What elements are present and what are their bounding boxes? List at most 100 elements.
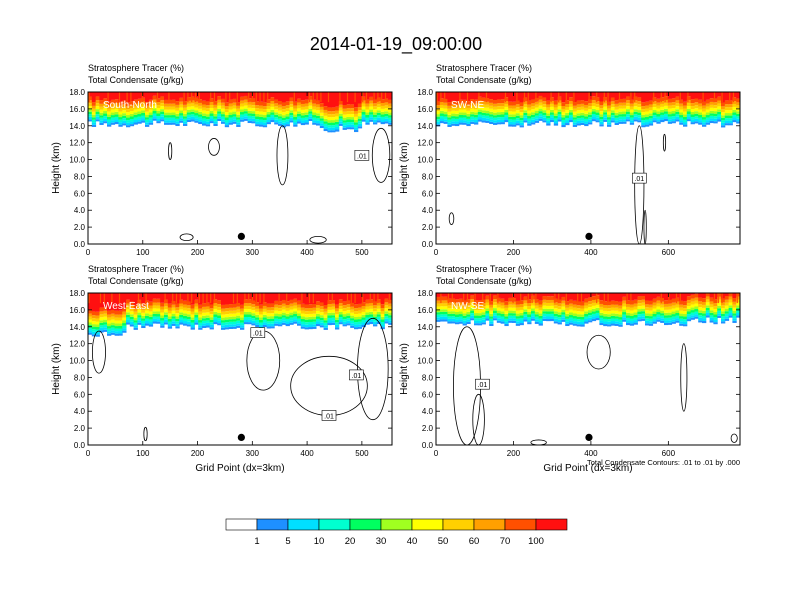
colorbar-swatch-9 (504, 518, 537, 531)
tracer-band-10 (327, 293, 332, 301)
tracer-band-10 (342, 293, 347, 302)
tracer-band-8 (515, 304, 521, 308)
tracer-band-5 (546, 308, 551, 312)
tracer-band-5 (297, 111, 302, 114)
tracer-band-6 (342, 114, 347, 118)
tracer-band-7 (531, 106, 536, 110)
tracer-band-7 (293, 305, 298, 309)
tracer-streak (365, 92, 368, 103)
tracer-band-5 (462, 112, 467, 116)
tracer-band-4 (183, 315, 188, 319)
tracer-band-9 (99, 100, 104, 104)
tracer-band-6 (534, 308, 540, 312)
tracer-band-8 (297, 102, 302, 106)
tracer-band-10 (572, 293, 578, 301)
tracer-band-3 (713, 317, 718, 320)
tracer-band-8 (141, 306, 146, 310)
tracer-band-5 (645, 114, 650, 117)
tracer-band-7 (481, 306, 486, 310)
tracer-band-10 (152, 293, 157, 299)
tracer-band-8 (376, 101, 382, 105)
tracer-band-5 (281, 312, 287, 316)
tracer-band-10 (354, 92, 359, 108)
tracer-band-1 (713, 121, 718, 124)
tracer-band-1 (194, 120, 199, 123)
tracer-band-8 (622, 300, 627, 304)
tracer-band-7 (236, 309, 241, 313)
tracer-band-3 (217, 318, 222, 321)
tracer-band-1 (645, 124, 650, 127)
tracer-band-6 (240, 106, 245, 110)
tracer-band-8 (561, 105, 566, 109)
tracer-band-6 (274, 109, 279, 113)
tracer-band-9 (591, 296, 597, 300)
tracer-band-8 (648, 304, 654, 308)
tracer-band-1 (380, 122, 385, 125)
tracer-band-1 (240, 119, 245, 122)
tracer-band-3 (732, 114, 737, 118)
tracer-band-6 (285, 111, 290, 115)
tracer-band-4 (504, 112, 509, 115)
tracer-band-5 (474, 112, 479, 115)
tracer-band-2 (308, 324, 313, 328)
tracer-band-5 (110, 322, 116, 326)
tracer-band-2 (266, 119, 271, 123)
tracer-band-7 (129, 308, 135, 312)
tracer-band-3 (523, 115, 528, 118)
tracer-band-5 (194, 110, 199, 114)
tracer-band-8 (664, 303, 669, 307)
tracer-band-3 (553, 316, 559, 319)
tracer-band-5 (259, 317, 264, 320)
tracer-band-2 (447, 122, 452, 125)
tracer-band-4 (338, 116, 344, 119)
tracer-band-4 (380, 114, 385, 117)
tracer-band-10 (186, 92, 192, 98)
tracer-band-10 (319, 92, 325, 104)
tracer-band-10 (576, 293, 581, 302)
tracer-band-5 (129, 314, 135, 317)
tracer-band-5 (186, 314, 192, 317)
tracer-streak (145, 293, 147, 304)
tracer-band-10 (633, 92, 638, 97)
tracer-band-1 (179, 120, 184, 123)
tracer-band-6 (512, 307, 517, 311)
tracer-band-9 (388, 99, 392, 104)
tracer-band-1 (683, 324, 688, 327)
tracer-band-6 (228, 313, 233, 317)
contour-line (168, 142, 173, 160)
panel-title-line: Stratosphere Tracer (%) (88, 63, 184, 73)
tracer-band-9 (240, 96, 245, 101)
tracer-band-3 (308, 113, 313, 117)
tracer-band-2 (160, 323, 165, 326)
tracer-band-7 (645, 108, 650, 112)
tracer-band-7 (523, 303, 528, 307)
tracer-band-10 (683, 92, 688, 102)
tracer-band-4 (656, 312, 661, 315)
tracer-band-10 (466, 293, 471, 300)
tracer-band-2 (683, 122, 688, 125)
tracer-band-3 (451, 118, 456, 122)
tracer-band-6 (588, 307, 593, 311)
tracer-band-1 (470, 318, 475, 321)
tracer-band-5 (629, 313, 635, 316)
tracer-band-2 (304, 119, 309, 123)
tracer-band-3 (584, 316, 589, 320)
tracer-band-6 (538, 310, 543, 314)
tracer-band-2 (466, 121, 471, 124)
tracer-streak (236, 293, 238, 304)
tracer-band-6 (308, 105, 313, 109)
tracer-band-3 (137, 317, 142, 321)
tracer-band-7 (126, 306, 131, 310)
tracer-band-3 (683, 119, 688, 123)
tracer-band-6 (118, 111, 123, 115)
tracer-band-3 (728, 310, 733, 314)
tracer-band-9 (443, 98, 448, 103)
tracer-band-2 (183, 121, 188, 124)
tracer-band-5 (648, 313, 654, 317)
tracer-band-8 (721, 302, 726, 306)
tracer-band-8 (357, 107, 363, 111)
tracer-band-9 (485, 295, 490, 300)
tracer-band-8 (338, 303, 344, 307)
tracer-band-4 (462, 115, 467, 118)
tracer-band-8 (572, 304, 578, 308)
